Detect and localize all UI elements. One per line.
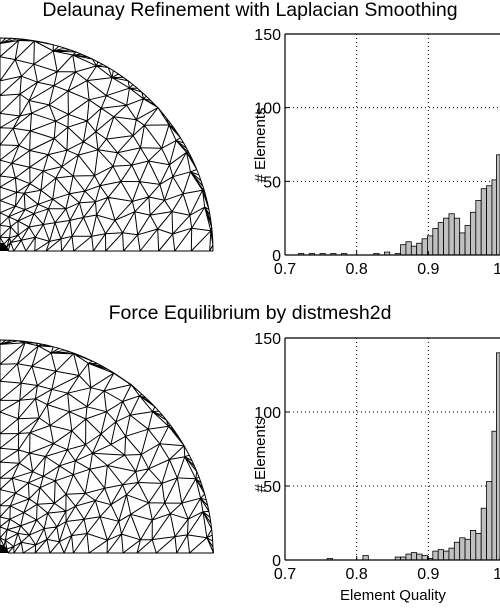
mesh-edges: [0, 37, 214, 252]
histogram-bar: [400, 244, 407, 256]
y-tick-label: 150: [254, 27, 281, 44]
histogram-bar: [416, 242, 423, 256]
histogram-bar: [405, 553, 412, 561]
x-tick-label: 1: [493, 261, 500, 278]
histogram-bar: [459, 537, 466, 561]
x-tick-label: 0.8: [346, 261, 368, 278]
histogram-bar: [437, 222, 444, 256]
histogram-bar: [437, 549, 444, 561]
histogram-bar: [496, 352, 500, 561]
histogram-bar: [432, 550, 439, 561]
panel-title-top: Delaunay Refinement with Laplacian Smoot…: [42, 0, 457, 21]
histogram-bar: [470, 211, 477, 256]
histogram-bar: [405, 241, 412, 256]
mesh-edges: [0, 339, 215, 554]
histogram-bar: [432, 228, 439, 256]
histogram-bar: [448, 547, 455, 561]
y-tick-label: 0: [272, 553, 281, 570]
histogram-bar: [470, 530, 477, 561]
histogram-bar: [443, 217, 450, 256]
histogram-bar: [496, 154, 500, 256]
histogram-bar: [416, 553, 423, 561]
histogram-bar: [453, 217, 461, 256]
y-tick-label: 100: [254, 405, 281, 422]
histogram-bar: [421, 555, 428, 561]
inner-hole: [0, 243, 8, 251]
x-tick-label: 0.9: [417, 261, 439, 278]
histogram-bar: [410, 245, 418, 256]
histogram-bar: [486, 185, 493, 256]
quarter-annulus-mesh-icon: [0, 339, 215, 554]
x-tick-label: 0.9: [417, 566, 439, 583]
histogram-bar: [464, 538, 471, 561]
histogram-bar: [362, 555, 369, 561]
y-tick-label: 150: [254, 331, 281, 348]
quality-histogram-top: 0 50 100 150 0.7 0.8 0.9 1: [254, 27, 500, 278]
quarter-annulus-mesh-icon: [0, 37, 214, 252]
y-tick-label: 100: [254, 101, 281, 118]
y-tick-label: 50: [263, 174, 281, 191]
histogram-bar: [475, 200, 482, 256]
y-axis-label-top: # Elements: [252, 107, 269, 182]
histogram-bar: [464, 225, 471, 256]
x-tick-label: 0.7: [274, 566, 296, 583]
histogram-bar: [453, 541, 461, 561]
histogram-bar: [459, 232, 466, 256]
histogram-bar: [475, 532, 482, 561]
x-tick-label: 0.8: [346, 566, 368, 583]
inner-hole: [0, 545, 8, 553]
panel-title-bottom: Force Equilibrium by distmesh2d: [109, 302, 392, 324]
y-tick-label: 0: [272, 248, 281, 265]
y-axis-label-bottom: # Elements: [252, 417, 269, 492]
histogram-bar: [448, 213, 455, 256]
histogram-bar: [486, 481, 493, 561]
histogram-bar: [421, 238, 428, 256]
y-tick-label: 50: [263, 479, 281, 496]
histogram-bar: [443, 550, 450, 561]
x-tick-label: 1: [493, 566, 500, 583]
quality-histogram-bottom: 0 50 100 150 0.7 0.8 0.9 1: [254, 331, 500, 583]
x-tick-label: 0.7: [274, 261, 296, 278]
histogram-bar: [410, 552, 418, 561]
x-axis-label-bottom: Element Quality: [340, 587, 446, 604]
histogram-bar: [480, 507, 487, 561]
histogram-bar: [480, 188, 487, 256]
